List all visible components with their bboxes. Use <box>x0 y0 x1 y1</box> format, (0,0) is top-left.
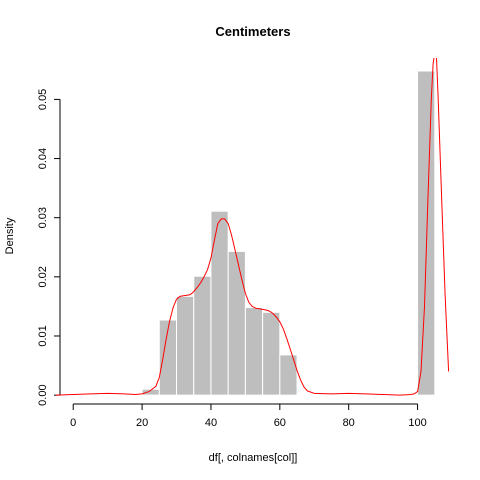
x-axis-label: df[, colnames[col]] <box>209 452 298 464</box>
y-tick-label: 0.01 <box>37 325 49 346</box>
y-tick-label: 0.00 <box>37 384 49 405</box>
x-tick-label: 40 <box>205 417 217 429</box>
density-curve-layer <box>56 58 450 396</box>
histogram-bar <box>210 210 229 396</box>
x-tick-label: 100 <box>408 417 426 429</box>
histogram-bar <box>262 311 281 396</box>
histogram-bar <box>227 250 246 396</box>
y-tick-label: 0.03 <box>37 207 49 228</box>
density-curve <box>56 58 450 396</box>
histogram-bar <box>193 275 212 396</box>
histogram-bars <box>141 70 436 396</box>
x-tick-label: 80 <box>343 417 355 429</box>
histogram-bar <box>244 307 264 396</box>
y-tick-label: 0.02 <box>37 266 49 287</box>
y-tick-label: 0.04 <box>37 148 49 169</box>
x-tick-label: 0 <box>70 417 76 429</box>
y-axis: 0.00 0.01 0.02 0.03 0.04 0.05 <box>37 89 61 406</box>
y-axis-label: Density <box>4 217 16 254</box>
histogram-bar <box>279 354 298 396</box>
x-axis: 0 20 40 60 80 100 <box>70 403 427 429</box>
x-tick-label: 60 <box>274 417 286 429</box>
x-tick-label: 20 <box>136 417 148 429</box>
chart-title: Centimeters <box>215 24 290 39</box>
y-tick-label: 0.05 <box>37 89 49 110</box>
histogram-bar <box>176 295 195 396</box>
histogram-bar <box>417 70 436 396</box>
